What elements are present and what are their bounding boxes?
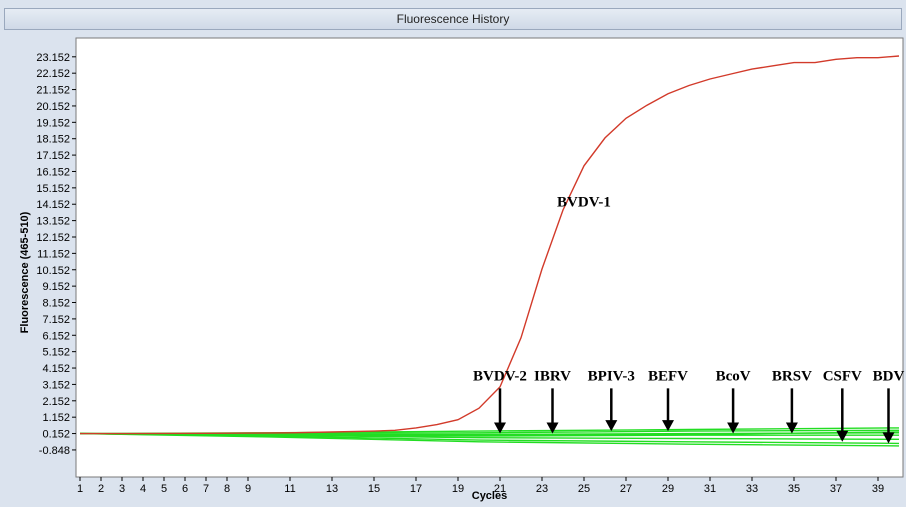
x-tick-label: 13 xyxy=(326,483,338,495)
arrow-label: CSFV xyxy=(823,368,862,384)
arrow-head xyxy=(662,420,674,432)
y-tick-label: 5.152 xyxy=(42,347,70,359)
x-tick-label: 21 xyxy=(494,483,506,495)
arrow-label: IBRV xyxy=(534,368,571,384)
arrow-label: BEFV xyxy=(648,368,688,384)
arrow-label: BPIV-3 xyxy=(588,368,635,384)
x-tick-label: 8 xyxy=(224,483,230,495)
y-tick-label: -0.848 xyxy=(39,445,70,457)
y-tick-label: 7.152 xyxy=(42,314,70,326)
y-tick-label: 10.152 xyxy=(36,265,70,277)
x-tick-label: 27 xyxy=(620,483,632,495)
annotation-layer: BVDV-1 BVDV-2 IBRV BPIV-3 BEFV BcoV BRSV CSFV BD… xyxy=(473,195,905,444)
x-tick-label: 15 xyxy=(368,483,380,495)
y-tick-label: 8.152 xyxy=(42,298,70,310)
y-tick-label: 0.152 xyxy=(42,429,70,441)
x-tick-label: 5 xyxy=(161,483,167,495)
y-tick-label: 23.152 xyxy=(36,52,70,64)
x-tick-label: 23 xyxy=(536,483,548,495)
arrow-head xyxy=(605,420,618,432)
y-tick-label: 14.152 xyxy=(36,199,70,211)
x-tick-label: 3 xyxy=(119,483,125,495)
arrow-head xyxy=(836,430,849,442)
x-tick-label: 9 xyxy=(245,483,251,495)
y-tick-label: 4.152 xyxy=(42,363,70,375)
y-tick-label: 21.152 xyxy=(36,85,70,97)
y-tick-label: 19.152 xyxy=(36,117,70,129)
arrow-head xyxy=(785,422,798,434)
x-tick-label: 29 xyxy=(662,483,674,495)
x-tick-label: 2 xyxy=(98,483,104,495)
x-tick-label: 31 xyxy=(704,483,716,495)
annotation-label: BVDV-1 xyxy=(557,195,611,211)
x-tick-label: 1 xyxy=(77,483,83,495)
y-tick-label: 16.152 xyxy=(36,166,70,178)
y-tick-label: 1.152 xyxy=(42,412,70,424)
arrow-label: BDV xyxy=(873,368,905,384)
window-title: Fluorescence History xyxy=(4,8,902,30)
y-tick-label: 2.152 xyxy=(42,396,70,408)
axes: -0.848 0.152 1.152 2.152 3.152 4.152 5.152 6.15… xyxy=(36,52,884,495)
arrow-head xyxy=(546,422,559,434)
plot-area xyxy=(75,37,904,478)
series-line-negative xyxy=(79,431,900,436)
arrow-head xyxy=(727,422,740,434)
y-tick-label: 13.152 xyxy=(36,216,70,228)
x-tick-label: 25 xyxy=(578,483,590,495)
arrow-head xyxy=(494,422,506,434)
y-axis-title: Fluorescence (465-510) xyxy=(19,211,31,333)
y-tick-label: 17.152 xyxy=(36,150,70,162)
y-tick-label: 20.152 xyxy=(36,101,70,113)
x-tick-label: 7 xyxy=(203,483,209,495)
arrow-label: BVDV-2 xyxy=(473,368,527,384)
arrow-label: BcoV xyxy=(716,368,751,384)
x-tick-label: 39 xyxy=(872,483,884,495)
y-tick-label: 6.152 xyxy=(42,330,70,342)
x-tick-label: 17 xyxy=(410,483,422,495)
x-tick-label: 11 xyxy=(284,483,295,495)
y-tick-label: 11.152 xyxy=(37,248,70,260)
series-line-positive xyxy=(80,55,900,435)
arrow-head xyxy=(882,432,895,444)
x-tick-label: 37 xyxy=(830,483,842,495)
series-line-negative xyxy=(79,432,900,447)
y-tick-label: 22.152 xyxy=(36,68,70,80)
y-tick-label: 12.152 xyxy=(36,232,70,244)
x-axis-title: Cycles xyxy=(472,490,507,502)
arrow-label: BRSV xyxy=(772,368,812,384)
y-tick-label: 9.152 xyxy=(42,281,70,293)
y-tick-label: 18.152 xyxy=(36,134,70,146)
x-tick-label: 4 xyxy=(140,483,146,495)
y-tick-label: 3.152 xyxy=(42,379,70,391)
y-tick-label: 15.152 xyxy=(36,183,70,195)
x-tick-label: 6 xyxy=(182,483,188,495)
x-tick-label: 35 xyxy=(788,483,800,495)
x-tick-label: 33 xyxy=(746,483,758,495)
x-tick-label: 19 xyxy=(452,483,464,495)
series-layer xyxy=(79,55,900,447)
